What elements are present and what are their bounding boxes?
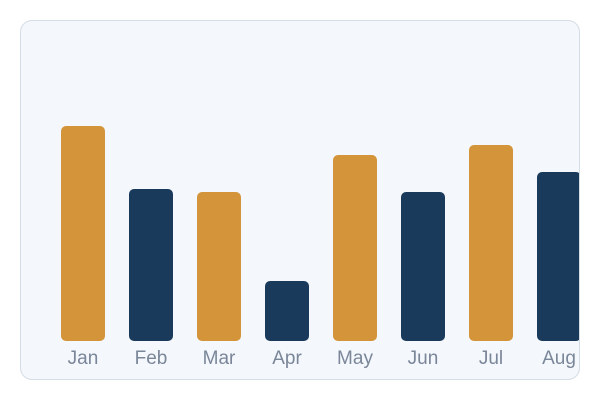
bar-chart: Jan Feb Mar Apr May Jun Jul Aug	[61, 126, 579, 369]
bar-aug	[537, 172, 579, 341]
x-tick-label-jan: Jan	[68, 348, 99, 369]
bar-apr	[265, 281, 309, 341]
x-tick-label-feb: Feb	[135, 348, 168, 369]
x-tick-label-jul: Jul	[479, 348, 503, 369]
bar-jan	[61, 126, 105, 341]
bar-may	[333, 155, 377, 341]
bar-feb	[129, 189, 173, 341]
x-tick-label-mar: Mar	[203, 348, 236, 369]
bar-jul	[469, 145, 513, 341]
x-tick-label-apr: Apr	[272, 348, 302, 369]
bar-jun	[401, 192, 445, 341]
x-tick-label-may: May	[337, 348, 373, 369]
x-tick-label-aug: Aug	[542, 348, 576, 369]
chart-card: Jan Feb Mar Apr May Jun Jul Aug	[20, 20, 580, 380]
x-tick-label-jun: Jun	[408, 348, 439, 369]
bar-mar	[197, 192, 241, 341]
